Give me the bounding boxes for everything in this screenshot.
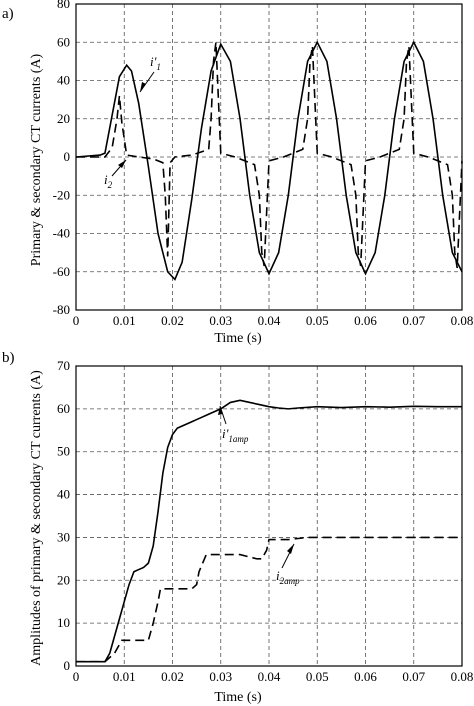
chart-b-x-tick-label: 0.06	[354, 669, 377, 684]
panel-a-label: a)	[2, 6, 14, 22]
annotation-i2-arrowhead	[118, 160, 126, 168]
chart-a-y-tick-label: 40	[57, 73, 70, 88]
annotation-i1-prime: i'1	[150, 54, 161, 72]
chart-b-series-line-1	[76, 399, 462, 663]
chart-b-frame	[75, 365, 463, 667]
chart-a-x-tick-label: 0	[73, 313, 80, 328]
chart-b-series	[76, 399, 462, 663]
chart-a-x-tick-label: 0.04	[258, 313, 281, 328]
chart-b-y-ticks: 0 10 20 30 40 50 60 70	[57, 358, 70, 673]
chart-b-y-label: Amplitudes of primary & secondary CT cur…	[29, 370, 44, 666]
chart-b-y-tick-label: 70	[57, 358, 70, 373]
annotation-i2: i2	[104, 172, 113, 190]
annotation-i2amp-arrowhead	[287, 544, 294, 554]
chart-b-series-line-2	[76, 536, 462, 663]
chart-b-y-tick-label: 20	[57, 572, 70, 587]
chart-a-x-tick-label: 0.08	[451, 313, 474, 328]
chart-a-series	[75, 40, 463, 281]
chart-b-x-label: Time (s)	[214, 690, 262, 705]
chart-b-x-tick-label: 0	[73, 669, 80, 684]
chart-a-y-tick-label: 20	[57, 111, 70, 126]
chart-b-y-tick-label: 60	[57, 401, 70, 416]
chart-a-y-ticks: -80 -60 -40 -20 0 20 40 60 80	[53, 0, 70, 317]
chart-a-y-label: Primary & secondary CT currents (A)	[29, 53, 44, 266]
chart-a-x-tick-label: 0.05	[306, 313, 329, 328]
chart-a-y-tick-label: 80	[57, 0, 70, 11]
chart-a-series-line-2	[76, 42, 463, 269]
chart-a-frame	[75, 3, 463, 311]
chart-b-grid	[76, 366, 462, 666]
chart-b-y-tick-label: 30	[57, 529, 70, 544]
chart-a-x-tick-label: 0.02	[161, 313, 184, 328]
annotation-i2amp: i2amp	[276, 568, 300, 586]
chart-a-y-tick-label: -80	[53, 302, 70, 317]
chart-b-x-tick-label: 0.08	[451, 669, 474, 684]
chart-b: b) 0 10 20 30 40 50 60 70 0 0.01 0.02 0.03 0.04 0.05…	[2, 350, 473, 705]
chart-a-y-tick-label: 0	[64, 149, 71, 164]
chart-a-y-tick-label: 60	[57, 34, 70, 49]
chart-a-y-tick-label: -60	[53, 264, 70, 279]
chart-a: a) -80 -60 -40 -20 0 20 40 60 80 0 0.01 0.02 0.03 0.…	[2, 0, 473, 346]
chart-a-x-tick-label: 0.01	[113, 313, 136, 328]
chart-b-y-tick-label: 0	[64, 658, 71, 673]
chart-b-y-tick-label: 50	[57, 444, 70, 459]
chart-b-x-tick-label: 0.07	[402, 669, 425, 684]
chart-a-x-ticks: 0 0.01 0.02 0.03 0.04 0.05 0.06 0.07 0.08	[73, 313, 474, 328]
annotation-i1-prime-arrowhead	[140, 82, 146, 92]
annotation-i1amp: i'1amp	[222, 426, 249, 444]
chart-a-x-tick-label: 0.06	[354, 313, 377, 328]
chart-b-x-tick-label: 0.01	[113, 669, 136, 684]
annotation-i1amp-arrowhead	[218, 406, 223, 415]
chart-a-x-tick-label: 0.03	[209, 313, 232, 328]
chart-b-x-tick-label: 0.05	[306, 669, 329, 684]
chart-a-y-tick-label: -20	[53, 187, 70, 202]
chart-b-y-tick-label: 40	[57, 487, 70, 502]
chart-a-x-label: Time (s)	[214, 331, 262, 346]
chart-a-x-tick-label: 0.07	[402, 313, 425, 328]
chart-b-x-tick-label: 0.02	[161, 669, 184, 684]
chart-a-grid	[76, 4, 462, 310]
chart-b-x-ticks: 0 0.01 0.02 0.03 0.04 0.05 0.06 0.07 0.08	[73, 669, 474, 684]
chart-a-y-tick-label: -40	[53, 226, 70, 241]
chart-b-x-tick-label: 0.04	[258, 669, 281, 684]
chart-b-y-tick-label: 10	[57, 615, 70, 630]
chart-b-x-tick-label: 0.03	[209, 669, 232, 684]
panel-b-label: b)	[2, 350, 15, 366]
